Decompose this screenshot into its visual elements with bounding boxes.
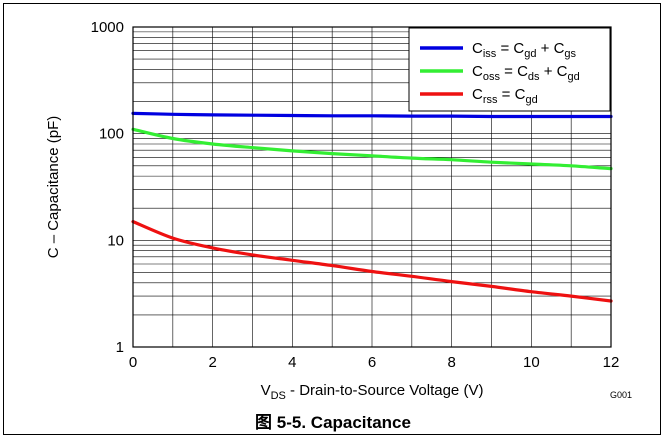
x-tick-label: 8 [447, 354, 455, 371]
capacitance-chart: 0 2 4 6 8 10 12 1 10 100 1000 VDS - Drain-to-Sour… [45, 19, 632, 402]
legend-label: Ciss = Cgd + Cgs [472, 40, 577, 60]
series-line-3 [131, 220, 613, 303]
x-tick-label: 6 [368, 354, 376, 371]
x-axis-label-rest: - Drain-to-Source Voltage (V) [286, 382, 484, 399]
y-tick-labels: 1 10 100 1000 [91, 19, 124, 356]
legend-label: Coss = Cds + Cgd [472, 63, 580, 83]
y-tick-label: 1000 [91, 19, 124, 36]
series-lines [131, 111, 613, 303]
y-axis-label: C – Capacitance (pF) [45, 116, 62, 259]
x-tick-label: 0 [129, 354, 137, 371]
figure-caption: 图 5-5. Capacitance [255, 413, 411, 432]
x-tick-labels: 0 2 4 6 8 10 12 [129, 354, 620, 371]
series-line-2 [131, 127, 613, 171]
x-tick-label: 4 [288, 354, 296, 371]
grid [133, 27, 611, 347]
y-tick-label: 10 [107, 232, 124, 249]
legend: Ciss = Cgd + Cgs Coss = Cds + Cgd Crss = C… [408, 27, 611, 112]
y-tick-label: 100 [99, 126, 124, 143]
figure-id: G001 [610, 390, 632, 400]
x-tick-label: 12 [603, 354, 620, 371]
series-line-1 [131, 111, 613, 119]
x-tick-label: 2 [208, 354, 216, 371]
figure-frame [3, 3, 661, 435]
x-tick-label: 10 [523, 354, 540, 371]
x-axis-label-main: V [261, 382, 271, 399]
x-axis-label: VDS - Drain-to-Source Voltage (V) [261, 382, 484, 402]
legend-label: Crss = Cgd [472, 86, 538, 106]
plot-border [132, 26, 612, 348]
x-axis-label-sub: DS [271, 390, 286, 402]
y-tick-label: 1 [116, 339, 124, 356]
